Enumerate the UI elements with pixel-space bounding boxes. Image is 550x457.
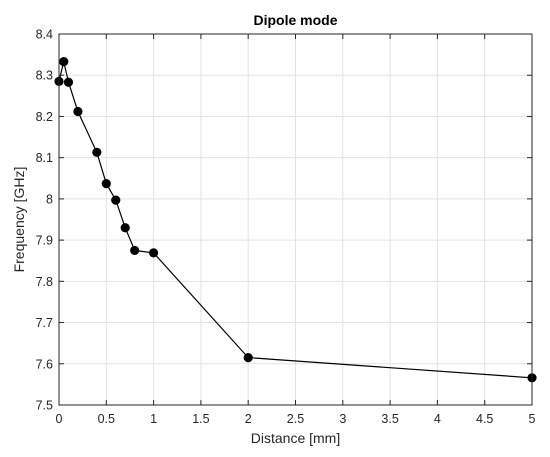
data-point [63, 77, 74, 87]
x-tick-label: 2 [245, 412, 252, 426]
x-tick-label: 0 [56, 412, 63, 426]
x-tick-label: 4 [434, 412, 441, 426]
data-point [59, 57, 69, 67]
x-tick-label: 0.5 [98, 412, 115, 426]
y-tick-label: 7.6 [36, 357, 53, 371]
chart-title: Dipole mode [253, 12, 337, 28]
axis-ticks: 0 0.5 1 1.5 2 2.5 3 3.5 4 4.5 5 7.5 7.6 7.7 7.8 7.9 8 8.1… [36, 28, 536, 427]
data-point [111, 195, 121, 205]
y-tick-label: 7.7 [36, 316, 53, 330]
y-tick-label: 8.4 [36, 28, 53, 42]
x-axis-label: Distance [mm] [251, 430, 340, 446]
grid [58, 33, 533, 406]
data-point [149, 248, 159, 258]
y-axis-label: Frequency [GHz] [11, 167, 27, 273]
y-tick-label: 8.2 [36, 110, 53, 124]
data-point [130, 245, 140, 256]
x-tick-label: 3.5 [381, 412, 398, 426]
x-tick-label: 2.5 [287, 412, 304, 426]
data-series [54, 57, 537, 383]
x-tick-label: 1.5 [192, 412, 209, 426]
y-tick-label: 8.3 [36, 69, 53, 83]
x-tick-label: 4.5 [476, 412, 493, 426]
y-tick-label: 8.1 [36, 151, 53, 165]
data-point [120, 223, 130, 233]
data-point [92, 147, 102, 157]
x-tick-label: 1 [150, 412, 157, 426]
x-tick-label: 3 [339, 412, 346, 426]
data-point [73, 106, 83, 117]
data-point [243, 352, 253, 363]
y-tick-label: 8 [46, 192, 53, 206]
x-tick-label: 5 [529, 412, 536, 426]
data-point [101, 179, 111, 189]
y-tick-label: 7.8 [36, 275, 53, 289]
y-tick-label: 7.9 [36, 234, 53, 248]
y-tick-label: 7.5 [36, 399, 53, 413]
